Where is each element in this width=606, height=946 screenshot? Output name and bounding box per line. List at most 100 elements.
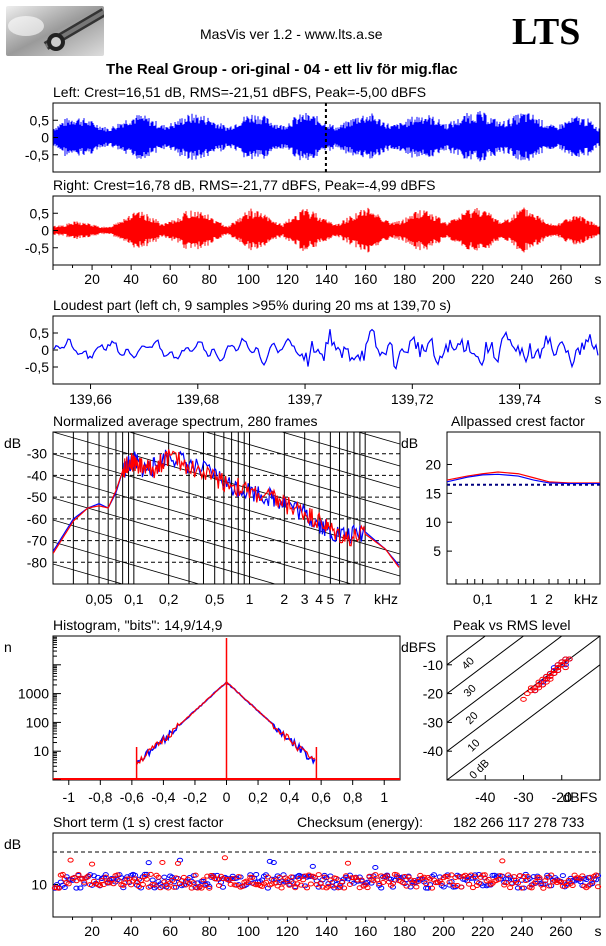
short-term-crest-point-left [206, 883, 213, 889]
short-term-crest-point-right [215, 882, 223, 888]
short-term-crest-point-right [239, 883, 246, 889]
short-term-crest-point-right [100, 882, 107, 888]
short-term-crest-point-right [155, 874, 162, 880]
right-waveform-ytick-label: -0,5 [25, 240, 49, 256]
short-term-crest-point-right [169, 877, 176, 883]
short-term-crest-point-right [333, 875, 340, 881]
short-term-crest-point-right [561, 880, 568, 886]
short-term-crest-point-right [63, 879, 70, 885]
short-term-crest-point-right [594, 884, 602, 890]
peak-vs-rms-point-r [546, 670, 554, 676]
short-term-crest-point-right [354, 877, 361, 883]
peak-vs-rms-point-r [535, 682, 543, 688]
short-term-crest-checksum-label: Checksum (energy): [297, 814, 423, 830]
short-term-crest-point-right [466, 881, 473, 887]
waveform-time-axis-tick-label: 100 [237, 271, 261, 287]
short-term-crest-point-left [149, 877, 156, 883]
right-waveform-title: Right: Crest=16,78 dB, RMS=-21,77 dBFS, … [53, 177, 435, 193]
short-term-crest-point-right [227, 881, 234, 887]
waveform-time-axis-tick-label: 60 [162, 271, 178, 287]
spectrum-ytick-label: -50 [27, 489, 47, 505]
spectrum-frame [52, 431, 401, 585]
histogram-xtick-label: -0,2 [183, 789, 207, 805]
spectrum-xtick-label: 5 [326, 591, 334, 607]
short-term-crest-point-right [280, 880, 287, 886]
allpassed-crest-xtick-label: 1 [530, 591, 538, 607]
spectrum-ytick-label: -40 [27, 467, 47, 483]
loudest-part-xtick-label: 139,72 [391, 391, 434, 407]
waveform-time-axis-tick-label: 200 [432, 271, 456, 287]
short-term-crest-point-right [208, 872, 215, 878]
histogram-xtick-label: 0,6 [311, 789, 331, 805]
waveform-time-axis-tick-label: 240 [510, 271, 534, 287]
waveform-time-axis-tick-label: 180 [393, 271, 417, 287]
peak-vs-rms-ytick-label: -40 [423, 743, 443, 759]
short-term-crest-point-right [376, 881, 383, 887]
peak-vs-rms-point-r [558, 659, 566, 665]
track-title: The Real Group - ori-ginal - 04 - ett li… [106, 61, 458, 78]
short-term-crest-point-right [497, 873, 504, 879]
short-term-crest-point-right [143, 876, 150, 882]
peak-vs-rms-title: Peak vs RMS level [453, 617, 570, 633]
short-term-crest-xtick-label: 120 [276, 923, 300, 939]
left-waveform-title: Left: Crest=16,51 dB, RMS=-21,51 dBFS, P… [53, 84, 426, 100]
short-term-crest-point-right [235, 874, 242, 880]
short-term-crest-point-left [253, 871, 260, 877]
allpassed-crest-ytick-label: 20 [425, 456, 441, 472]
short-term-crest-point-right [245, 880, 252, 886]
peak-vs-rms-point-r [550, 670, 558, 676]
short-term-crest-point-right [421, 874, 428, 880]
short-term-crest-point-right [139, 882, 146, 888]
short-term-crest-point-right [303, 885, 311, 891]
right-waveform-ytick-label: 0,5 [30, 205, 50, 221]
short-term-crest-point-right [364, 885, 371, 891]
short-term-crest-point-right [202, 882, 209, 888]
short-term-crest-point-left [87, 872, 94, 878]
spectrum-ytick-label: -30 [27, 446, 47, 462]
loudest-part-xtick-label: 139,68 [176, 391, 219, 407]
short-term-crest-point-right [587, 874, 594, 880]
short-term-crest-point-right [85, 873, 92, 879]
allpassed-crest-ytick-label: 5 [433, 543, 441, 559]
short-term-crest-point-right [301, 873, 309, 879]
short-term-crest-xtick-label: 20 [84, 923, 100, 939]
short-term-crest-point-right [485, 876, 492, 882]
peak-vs-rms-diagonal-label: 40 [460, 655, 477, 672]
short-term-crest-point-right [214, 876, 221, 882]
short-term-crest-point-left [73, 885, 80, 891]
short-term-crest-point-right [370, 878, 377, 884]
short-term-crest-point-left [77, 885, 84, 891]
short-term-crest-point-left [94, 874, 102, 880]
short-term-crest-point-right [438, 880, 445, 886]
short-term-crest-xtick-label: 100 [237, 923, 261, 939]
short-term-crest-point-right [499, 858, 506, 864]
brand-lts: LTS [512, 11, 581, 53]
short-term-crest-point-right [344, 860, 352, 866]
short-term-crest-point-right [307, 881, 314, 887]
peak-vs-rms-point-r [562, 665, 569, 671]
short-term-crest-point-left [559, 873, 566, 879]
waveform-time-axis-tick-label: 220 [471, 271, 495, 287]
short-term-crest-point-right [319, 884, 326, 890]
short-term-crest-point-right [188, 885, 195, 891]
short-term-crest-point-left [376, 882, 383, 888]
short-term-crest-point-right [335, 885, 342, 891]
peak-vs-rms-xtick-label: -40 [475, 789, 495, 805]
short-term-crest-point-right [540, 885, 547, 891]
short-term-crest-point-left [145, 860, 152, 866]
short-term-crest-point-right [87, 882, 94, 888]
histogram-series-left [135, 680, 316, 765]
peak-vs-rms-point-r [531, 688, 539, 694]
peak-vs-rms-diagonal-label: 0 dB [467, 757, 491, 781]
short-term-crest-point-right [276, 874, 283, 880]
spectrum-slope-line [280, 432, 400, 467]
peak-vs-rms-point-r [524, 691, 531, 697]
short-term-crest-point-right [339, 879, 346, 885]
short-term-crest-point-right [401, 873, 408, 879]
short-term-crest-point-right [372, 872, 379, 878]
short-term-crest-point-right [159, 859, 166, 865]
peak-vs-rms-point-r [562, 659, 569, 665]
waveform-time-axis-tick-label: 140 [315, 271, 339, 287]
short-term-crest-point-left [430, 872, 438, 878]
short-term-crest-point-right [546, 883, 553, 889]
